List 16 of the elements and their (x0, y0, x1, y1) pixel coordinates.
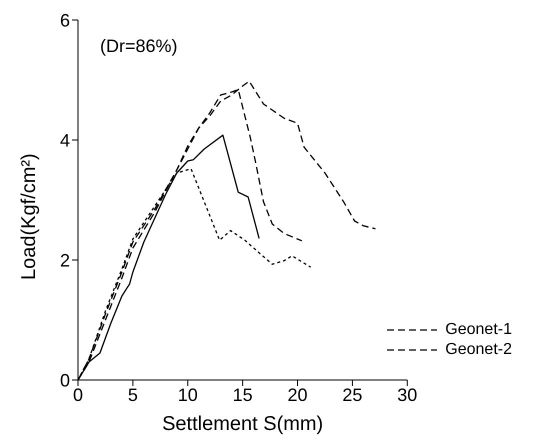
y-tick-label: 4 (60, 130, 70, 150)
legend-label: Geonet-2 (445, 340, 512, 360)
y-tick-label: 2 (60, 250, 70, 270)
annotation: (Dr=86%) (100, 36, 178, 57)
y-tick-label: 0 (60, 370, 70, 390)
x-tick-label: 10 (178, 384, 198, 405)
x-axis-title: Settlement S(mm) (162, 413, 324, 435)
y-axis-title: Load(Kgf/cm²) (18, 153, 40, 280)
y-tick-label: 6 (60, 10, 70, 30)
x-tick-label: 15 (232, 384, 253, 405)
x-tick-label: 0 (72, 384, 84, 405)
x-tick-label: 20 (288, 384, 308, 405)
x-tick-label: 30 (397, 384, 418, 405)
x-tick-label: 5 (128, 384, 138, 405)
legend-label: Geonet-1 (445, 320, 512, 340)
x-tick-label: 25 (342, 384, 362, 405)
